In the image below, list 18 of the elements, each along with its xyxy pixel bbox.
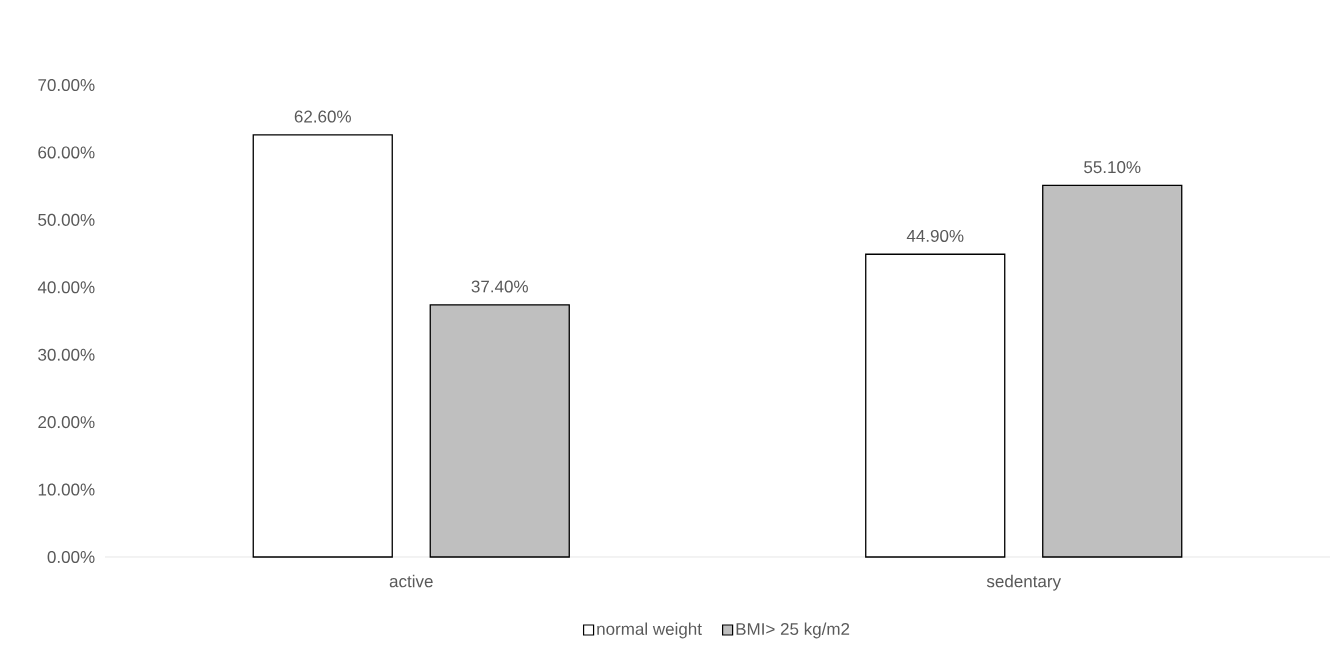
legend-label: normal weight [597, 622, 702, 639]
data-label: 62.60% [294, 110, 351, 123]
bar [252, 134, 393, 558]
data-label: 37.40% [471, 280, 528, 293]
y-tick-label: 60.00% [38, 146, 95, 159]
y-tick-label: 70.00% [38, 78, 95, 92]
x-tick-label: sedentary [986, 574, 1062, 591]
x-tick-label: active [389, 574, 433, 588]
y-tick-label: 10.00% [38, 483, 95, 496]
y-tick-label: 40.00% [37, 281, 95, 294]
legend-label: BMI> 25 kg/m2 [736, 622, 850, 639]
bar [865, 253, 1006, 558]
data-label: 44.90% [906, 229, 964, 242]
y-tick-label: 50.00% [38, 213, 95, 226]
y-tick-label: 30.00% [38, 348, 95, 361]
y-tick-label: 0.00% [47, 550, 95, 564]
y-tick-label: 20.00% [38, 416, 95, 429]
data-label: 55.10% [1084, 161, 1141, 174]
